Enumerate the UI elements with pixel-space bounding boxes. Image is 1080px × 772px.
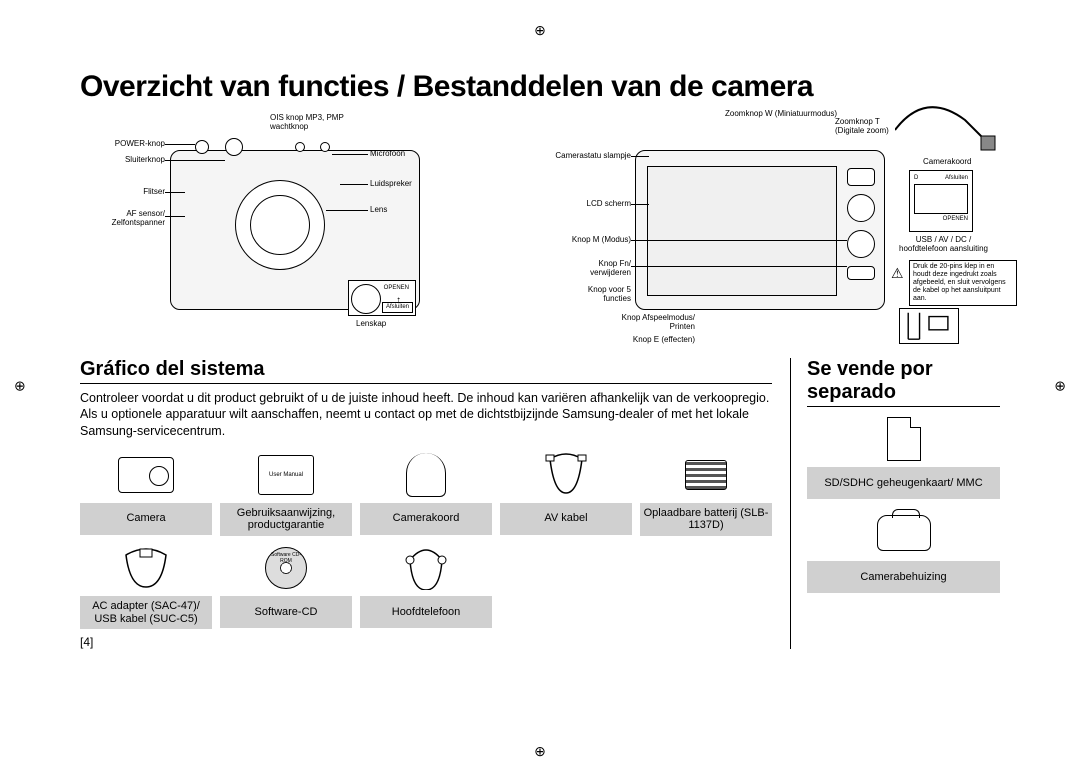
- warning-text: Druk de 20-pins klep in en houdt deze in…: [909, 260, 1017, 306]
- label-usb: USB / AV / DC / hoofdtelefoon aansluitin…: [899, 236, 988, 254]
- label-play: Knop Afspeelmodus/ Printen: [555, 314, 695, 332]
- item-camera: Camera: [80, 449, 212, 536]
- av-cable-icon: [544, 453, 588, 497]
- cable-illustration: [895, 100, 1005, 160]
- label-port-open: OPENEN: [914, 216, 968, 223]
- cd-icon: Software CD-ROM: [265, 547, 307, 589]
- item-adapter: AC adapter (SAC-47)/ USB kabel (SUC-C5): [80, 542, 212, 629]
- front-view-diagram: POWER-knop Sluiterknop Flitser AF sensor…: [80, 110, 525, 350]
- item-label: Camerabehuizing: [807, 561, 1000, 593]
- label-speaker: Luidspreker: [370, 180, 412, 189]
- label-fn: Knop Fn/ verwijderen: [555, 260, 631, 278]
- warning-icon: ⚠: [891, 266, 904, 281]
- item-cd: Software CD-ROM Software-CD: [220, 542, 352, 629]
- item-label: AV kabel: [500, 503, 632, 535]
- label-batt-open: OPENEN: [384, 285, 409, 292]
- section-heading-sold: Se vende por separado: [807, 358, 1000, 407]
- headphones-icon: [404, 546, 448, 590]
- label-power: POWER-knop: [80, 140, 165, 149]
- item-headphones: Hoofdtelefoon: [360, 542, 492, 629]
- label-zoom-t: Zoomknop T (Digitale zoom): [835, 118, 889, 136]
- item-label: Hoofdtelefoon: [360, 596, 492, 628]
- label-shutter: Sluiterknop: [80, 156, 165, 165]
- label-lcd: LCD scherm: [555, 200, 631, 209]
- label-port-d: D: [914, 175, 918, 182]
- case-icon: [877, 515, 931, 551]
- label-lenscap: Lenskap: [356, 320, 386, 329]
- item-battery: Oplaadbare batterij (SLB-1137D): [640, 449, 772, 536]
- item-sd-card: SD/SDHC geheugenkaart/ MMC: [807, 413, 1000, 499]
- rear-view-diagram: Zoomknop W (Miniatuurmodus) Zoomknop T (…: [555, 110, 1000, 350]
- item-label: Software-CD: [220, 596, 352, 628]
- label-five: Knop voor 5 functies: [555, 286, 631, 304]
- label-flash: Flitser: [80, 188, 165, 197]
- label-mic: Microfoon: [370, 150, 405, 159]
- label-ois: OIS knop MP3, PMP wachtknop: [270, 114, 344, 132]
- item-label: AC adapter (SAC-47)/ USB kabel (SUC-C5): [80, 596, 212, 629]
- registration-mark-right: ⊕: [1054, 378, 1066, 395]
- system-contents-column: Gráfico del sistema Controleer voordat u…: [80, 358, 772, 649]
- item-label: Oplaadbare batterij (SLB-1137D): [640, 503, 772, 536]
- intro-text: Controleer voordat u dit product gebruik…: [80, 390, 772, 439]
- manual-icon: User Manual: [258, 455, 314, 495]
- item-label: Gebruiksaanwijzing, productgarantie: [220, 503, 352, 536]
- section-heading-system: Gráfico del sistema: [80, 358, 772, 384]
- battery-icon: [685, 460, 727, 490]
- label-lens: Lens: [370, 206, 387, 215]
- label-mode-m: Knop M (Modus): [555, 236, 631, 245]
- bottom-columns: Gráfico del sistema Controleer voordat u…: [80, 358, 1000, 649]
- page-number: [4]: [80, 635, 772, 649]
- label-port-close: Afsluiten: [945, 175, 968, 182]
- label-af-sensor: AF sensor/ Zelfontspanner: [80, 210, 165, 228]
- label-effects: Knop E (effecten): [555, 336, 695, 345]
- item-strap: Camerakoord: [360, 449, 492, 536]
- item-case: Camerabehuizing: [807, 507, 1000, 593]
- item-label: Camerakoord: [360, 503, 492, 535]
- sold-items: SD/SDHC geheugenkaart/ MMC Camerabehuizi…: [807, 413, 1000, 593]
- strap-icon: [406, 453, 446, 497]
- items-grid: Camera User Manual Gebruiksaanwijzing, p…: [80, 449, 772, 630]
- item-av-cable: AV kabel: [500, 449, 632, 536]
- sd-card-icon: [887, 417, 921, 461]
- item-manual: User Manual Gebruiksaanwijzing, productg…: [220, 449, 352, 536]
- page-title: Overzicht van functies / Bestanddelen va…: [80, 70, 1000, 104]
- sold-separately-column: Se vende por separado SD/SDHC geheugenka…: [790, 358, 1000, 649]
- camera-icon: [118, 457, 174, 493]
- registration-mark-top: ⊕: [534, 22, 546, 39]
- registration-mark-bottom: ⊕: [534, 743, 546, 760]
- item-label: SD/SDHC geheugenkaart/ MMC: [807, 467, 1000, 499]
- label-status-lamp: Camerastatu slampje: [555, 152, 631, 161]
- label-zoom-w: Zoomknop W (Miniatuurmodus): [725, 110, 837, 119]
- registration-mark-left: ⊕: [14, 378, 26, 395]
- adapter-icon: [122, 547, 170, 589]
- item-label: Camera: [80, 503, 212, 535]
- camera-diagrams: POWER-knop Sluiterknop Flitser AF sensor…: [80, 110, 1000, 350]
